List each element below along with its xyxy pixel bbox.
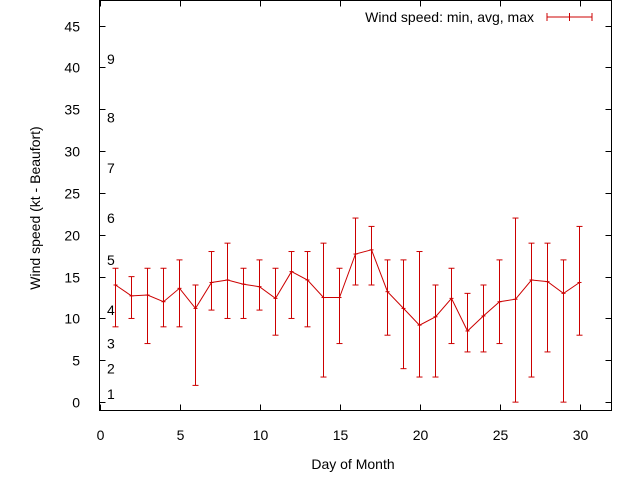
x-tick-label: 30 (573, 427, 589, 443)
beaufort-label: 1 (107, 386, 115, 402)
y-tick-label: 5 (72, 353, 80, 369)
beaufort-label: 7 (107, 160, 115, 176)
error-bars (112, 217, 583, 403)
beaufort-label: 3 (107, 336, 115, 352)
legend-label: Wind speed: min, avg, max (365, 9, 534, 25)
x-tick-label: 20 (413, 427, 429, 443)
legend: Wind speed: min, avg, max (365, 9, 593, 25)
y-tick-label: 40 (64, 60, 80, 76)
axis-ticks (99, 0, 612, 411)
x-tick-label: 15 (333, 427, 349, 443)
x-tick-label: 25 (493, 427, 509, 443)
plot-frame (99, 0, 612, 411)
x-axis-label: Day of Month (311, 456, 394, 472)
beaufort-label: 2 (107, 361, 115, 377)
y-tick-label: 15 (64, 270, 80, 286)
y-tick-label: 35 (64, 102, 80, 118)
y-tick-label: 25 (64, 186, 80, 202)
beaufort-label: 5 (107, 252, 115, 268)
x-tick-label: 0 (97, 427, 105, 443)
y-tick-labels: 0 5 10 15 20 25 30 35 40 45 (64, 19, 80, 411)
beaufort-label: 4 (107, 302, 115, 318)
x-tick-labels: 0 5 10 15 20 25 30 (97, 427, 589, 443)
x-tick-label: 10 (253, 427, 269, 443)
x-tick-label: 5 (177, 427, 185, 443)
y-tick-label: 0 (72, 395, 80, 411)
y-tick-label: 20 (64, 228, 80, 244)
avg-series-line (115, 249, 580, 332)
y-axis-label: Wind speed (kt - Beaufort) (27, 126, 43, 289)
data-points (113, 247, 582, 334)
beaufort-label: 9 (107, 51, 115, 67)
y-tick-label: 30 (64, 144, 80, 160)
y-tick-label: 45 (64, 19, 80, 35)
y-tick-label: 10 (64, 311, 80, 327)
beaufort-label: 6 (107, 210, 115, 226)
beaufort-label: 8 (107, 110, 115, 126)
beaufort-labels: 1 2 3 4 5 6 7 8 9 (107, 51, 115, 402)
